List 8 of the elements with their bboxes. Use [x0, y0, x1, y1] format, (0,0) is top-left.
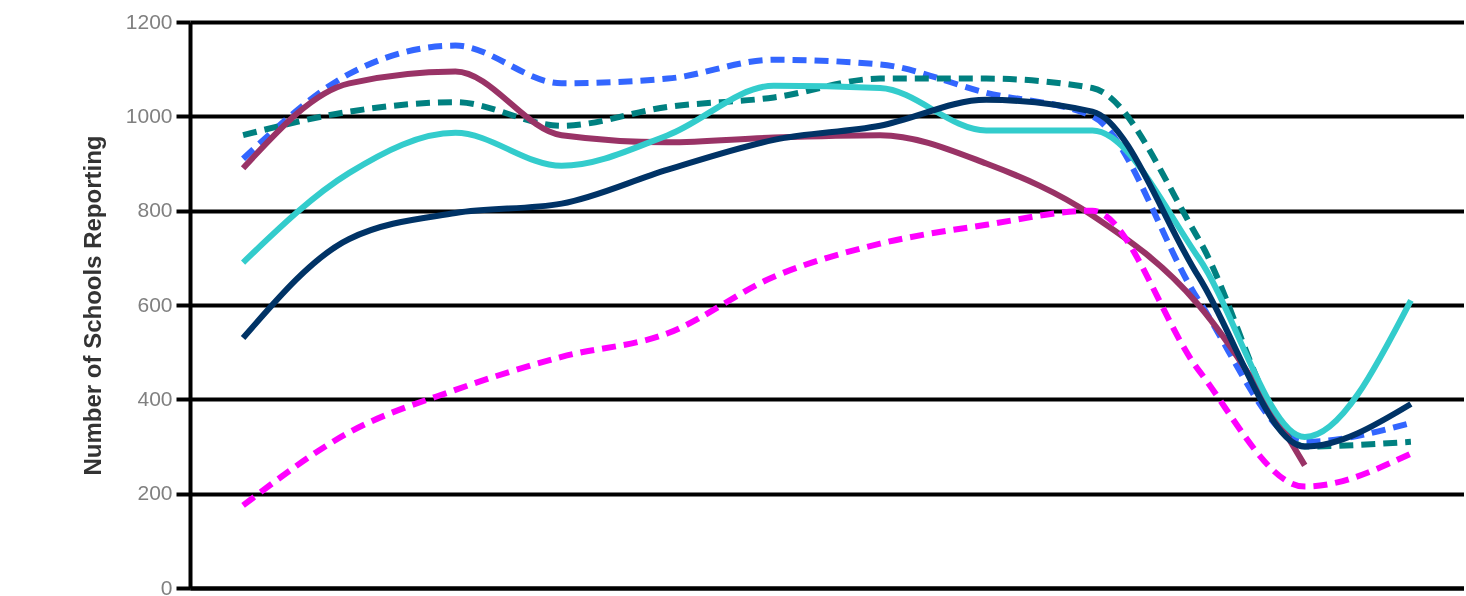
y-tick-label: 600: [137, 292, 173, 316]
y-tick-label: 1000: [125, 103, 173, 127]
y-axis-title: Number of Schools Reporting: [78, 135, 106, 476]
y-tick-label: 400: [137, 386, 173, 410]
y-tick-label: 0: [160, 575, 173, 596]
y-tick-label: 800: [137, 198, 173, 222]
y-tick-label: 1200: [125, 9, 173, 33]
y-tick-label: 200: [137, 481, 173, 505]
